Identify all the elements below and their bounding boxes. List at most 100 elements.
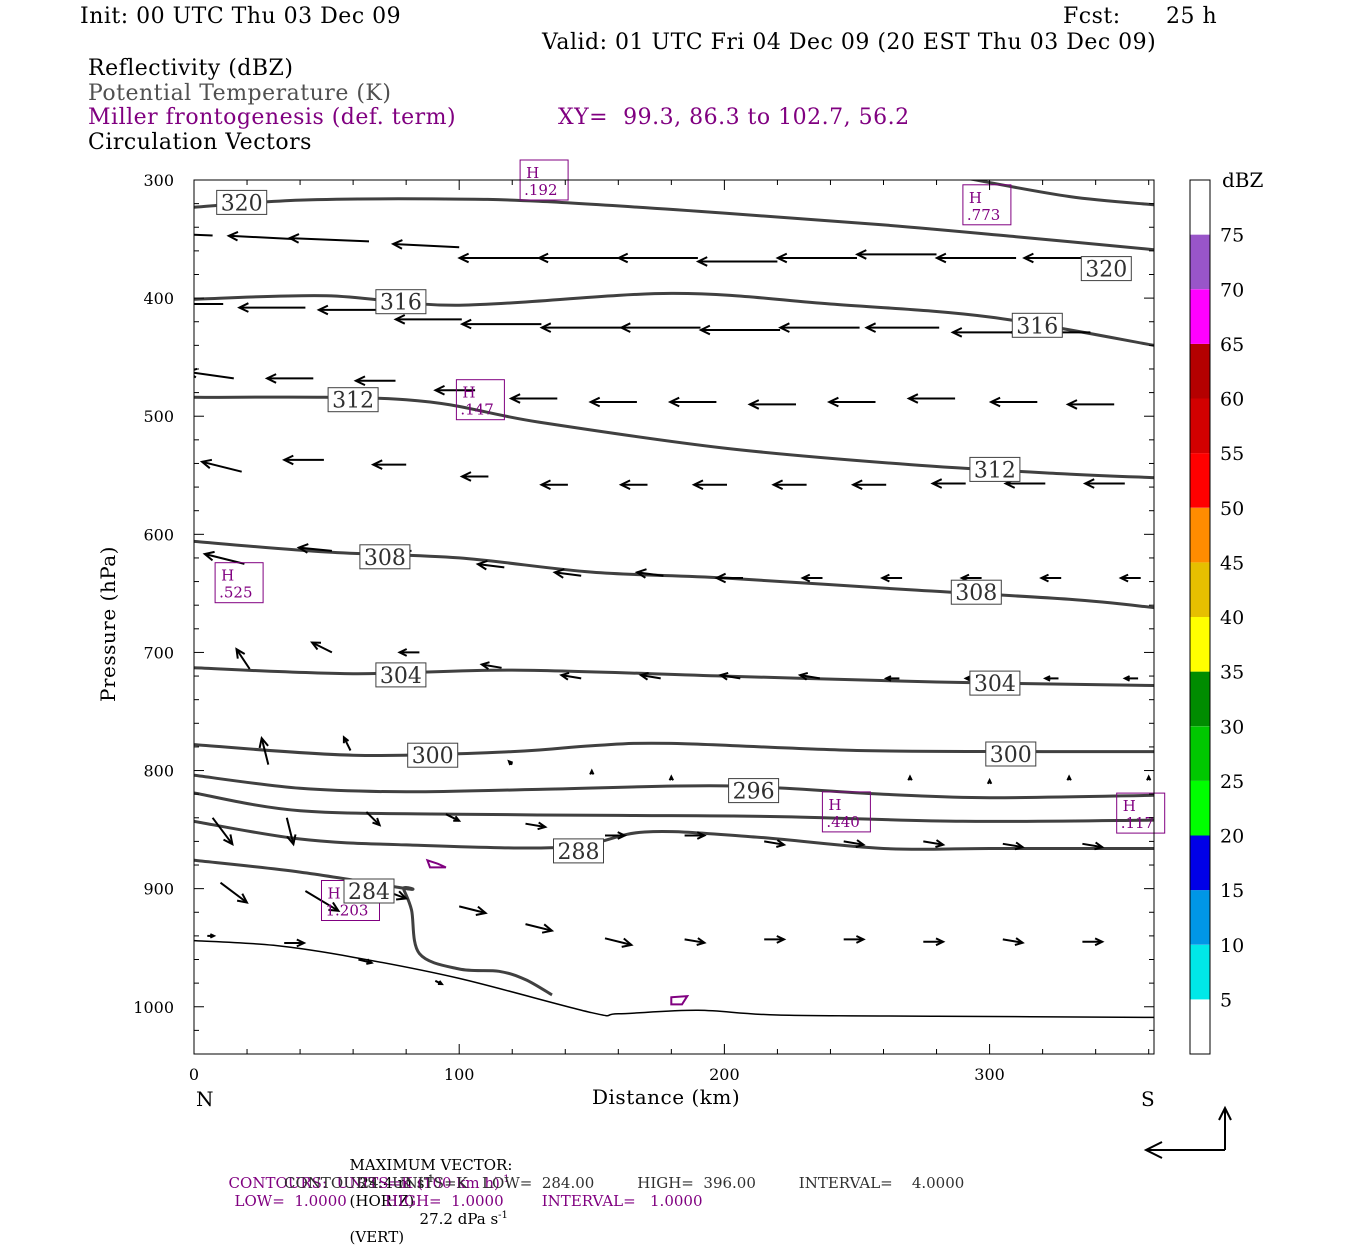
vector-arrowhead [771, 479, 784, 490]
valid-time: Valid: 01 UTC Fri 04 Dec 09 (20 EST Thu … [542, 30, 1157, 55]
circulation-vector [481, 663, 502, 669]
vector-arrowhead [370, 459, 383, 470]
vector-arrowhead [718, 671, 729, 681]
vector-arrowhead [668, 774, 674, 781]
max-vert-exponent: -1 [498, 1210, 508, 1221]
contour-label-320: 320 [1085, 258, 1127, 283]
vector-arrowhead [328, 901, 341, 912]
vector-arrowhead [1014, 937, 1025, 946]
vector-arrowhead [133, 228, 142, 237]
vector-arrowhead [209, 933, 217, 939]
y-tick-label: 600 [143, 525, 174, 544]
vector-arrowhead [621, 937, 634, 948]
contour-label-296: 296 [733, 780, 775, 805]
contour-label-box [327, 387, 379, 413]
circulation-vector [720, 674, 741, 680]
vector-arrowhead [930, 478, 943, 489]
colorbar-frame [1189, 179, 1211, 1055]
theta-contour-308 [194, 539, 1154, 610]
colorbar-label: 45 [1220, 552, 1244, 574]
contour-label-304: 304 [974, 672, 1016, 697]
circulation-vector [343, 736, 352, 751]
frontogenesis-high-marker: H [828, 796, 841, 814]
circulation-vector [1082, 842, 1103, 849]
theta-contour-296 [194, 773, 1154, 800]
vector-arrowhead [393, 314, 406, 325]
vector-arrowhead [950, 327, 963, 338]
vector-arrowhead [258, 735, 269, 749]
frontogenesis-high-value: .440 [826, 813, 859, 831]
vector-arrowhead [880, 573, 890, 583]
colorbar-label: 5 [1220, 989, 1232, 1011]
colorbar-segment [1190, 835, 1210, 891]
contour-label-316: 316 [380, 291, 422, 316]
frontogenesis-contour [670, 994, 690, 1006]
circulation-vector [289, 237, 370, 243]
vector-arrowhead [667, 396, 680, 408]
forecast-hour: 25 h [1166, 4, 1218, 29]
colorbar-segment [1190, 890, 1210, 945]
colorbar-label: 50 [1220, 498, 1244, 520]
vector-arrowhead [855, 839, 866, 848]
frontogenesis-units-exponent: -1 [499, 1174, 510, 1185]
circulation-vector [260, 737, 270, 765]
vector-arrowhead [1039, 573, 1049, 583]
vector-arrowhead [372, 817, 382, 827]
y-tick-label: 1000 [133, 998, 174, 1017]
contour-label-284: 284 [348, 880, 390, 905]
vector-arrowhead [618, 479, 631, 490]
vector-arrowhead [552, 568, 565, 579]
vector-arrowhead [1146, 774, 1152, 781]
circulation-vector [194, 233, 213, 237]
reference-vertical-arrowhead [1218, 1105, 1232, 1121]
vector-arrowhead [638, 671, 649, 681]
vector-arrowhead [826, 396, 839, 408]
frontogenesis-high-box [214, 562, 264, 604]
contour-label-box [969, 670, 1021, 696]
vector-arrowhead [536, 252, 549, 264]
y-tick-label: 500 [143, 407, 174, 426]
vector-arrowhead [559, 671, 570, 681]
theta-contour-284 [194, 858, 553, 997]
x-tick-label: 200 [709, 1065, 740, 1084]
vector-arrowhead [776, 839, 787, 848]
vector-arrowhead [698, 324, 711, 336]
frontogenesis-high-marker: H [221, 567, 234, 585]
frontogenesis-range: LOW= 1.0000 HIGH= 1.0000 INTERVAL= 1.000… [234, 1192, 703, 1210]
vector-arrowhead [226, 230, 239, 242]
vector-arrowhead [907, 774, 913, 781]
contour-label-312: 312 [974, 458, 1016, 483]
circulation-vector [219, 881, 248, 904]
colorbar-segment [1190, 944, 1210, 1000]
x-tick-label: 100 [444, 1065, 475, 1084]
vector-arrowhead [235, 647, 246, 659]
init-time: Init: 00 UTC Thu 03 Dec 09 [80, 4, 402, 29]
vector-arrowhead [390, 239, 403, 250]
contour-label-308: 308 [955, 581, 997, 606]
theta-contour-316 [194, 291, 1154, 347]
vector-arrowhead [457, 252, 470, 264]
vector-arrowhead [616, 252, 629, 264]
vector-arrowhead [906, 393, 919, 404]
contour-label-box [407, 742, 459, 768]
field-circulation-vectors: Circulation Vectors [88, 130, 312, 155]
frontogenesis-high-box [962, 184, 1012, 226]
frontogenesis-high-value: .773 [967, 206, 1000, 224]
vector-arrowhead [864, 322, 877, 333]
vector-arrowhead [397, 648, 408, 657]
circulation-vector [445, 813, 460, 822]
y-tick-label: 400 [143, 289, 174, 308]
circulation-vector [194, 371, 234, 380]
colorbar-segment [1190, 234, 1210, 290]
colorbar-segment [1190, 562, 1210, 617]
frontogenesis-high-value: 1.203 [326, 902, 369, 920]
vector-arrowhead [589, 768, 595, 775]
vector-arrowhead [1122, 675, 1131, 682]
vector-arrowhead [1082, 478, 1095, 489]
y-tick-label: 800 [143, 762, 174, 781]
theta-contour-288 [194, 819, 1154, 851]
colorbar-segment [1190, 507, 1210, 563]
frontogenesis-high-marker: H [462, 384, 475, 402]
circulation-vector [458, 905, 486, 914]
vector-arrowhead [855, 249, 867, 260]
